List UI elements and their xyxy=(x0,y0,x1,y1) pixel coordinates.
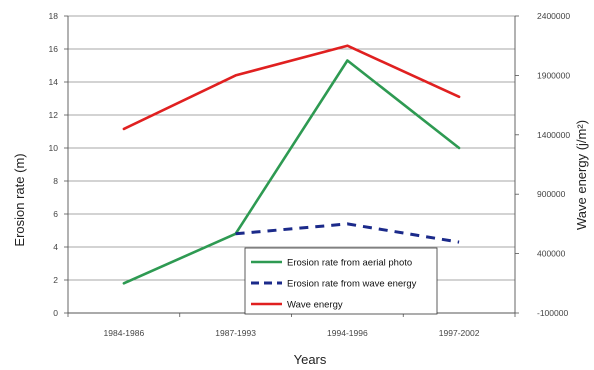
legend-label: Erosion rate from aerial photo xyxy=(287,258,412,269)
y-tick-label: 6 xyxy=(53,209,58,219)
y2-tick-label: -100000 xyxy=(537,308,568,318)
x-tick-label: 1984-1986 xyxy=(104,328,145,338)
x-tick-label: 1994-1996 xyxy=(327,328,368,338)
y-tick-label: 16 xyxy=(49,44,59,54)
legend-label: Erosion rate from wave energy xyxy=(287,279,417,290)
x-tick-label: 1987-1993 xyxy=(215,328,256,338)
y-tick-label: 18 xyxy=(49,11,59,21)
y-axis-title: Erosion rate (m) xyxy=(12,153,27,246)
series-lines xyxy=(122,44,461,285)
legend: Erosion rate from aerial photo Erosion ra… xyxy=(244,247,438,315)
y2-tick-label: 1400000 xyxy=(537,130,570,140)
y-tick-label: 10 xyxy=(49,143,59,153)
tick-labels: 0 2 4 6 8 10 12 14 16 18 -100000 400000 900000 140000… xyxy=(49,11,571,338)
x-axis-title: Years xyxy=(294,352,327,367)
y2-tick-label: 400000 xyxy=(537,249,566,259)
y-tick-label: 12 xyxy=(49,110,59,120)
y2-tick-label: 900000 xyxy=(537,189,566,199)
series-line xyxy=(235,222,460,244)
y-tick-label: 4 xyxy=(53,242,58,252)
y-tick-label: 8 xyxy=(53,176,58,186)
y2-axis-title: Wave energy (j/m²) xyxy=(574,120,589,230)
y-tick-label: 14 xyxy=(49,77,59,87)
y-tick-label: 0 xyxy=(53,308,58,318)
y2-tick-label: 2400000 xyxy=(537,11,570,21)
y-tick-label: 2 xyxy=(53,275,58,285)
y2-tick-label: 1900000 xyxy=(537,70,570,80)
x-tick-label: 1997-2002 xyxy=(439,328,480,338)
series-line xyxy=(122,59,461,285)
legend-label: Wave energy xyxy=(287,300,343,311)
series-line xyxy=(122,44,461,131)
